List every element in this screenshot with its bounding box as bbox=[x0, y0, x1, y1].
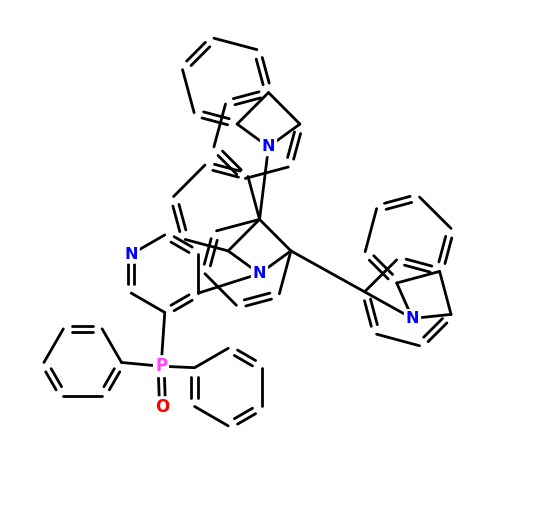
Text: N: N bbox=[406, 311, 419, 326]
Text: O: O bbox=[155, 398, 170, 416]
Text: P: P bbox=[155, 357, 167, 375]
Text: N: N bbox=[253, 266, 266, 281]
Text: N: N bbox=[124, 247, 138, 262]
Text: N: N bbox=[262, 139, 275, 154]
